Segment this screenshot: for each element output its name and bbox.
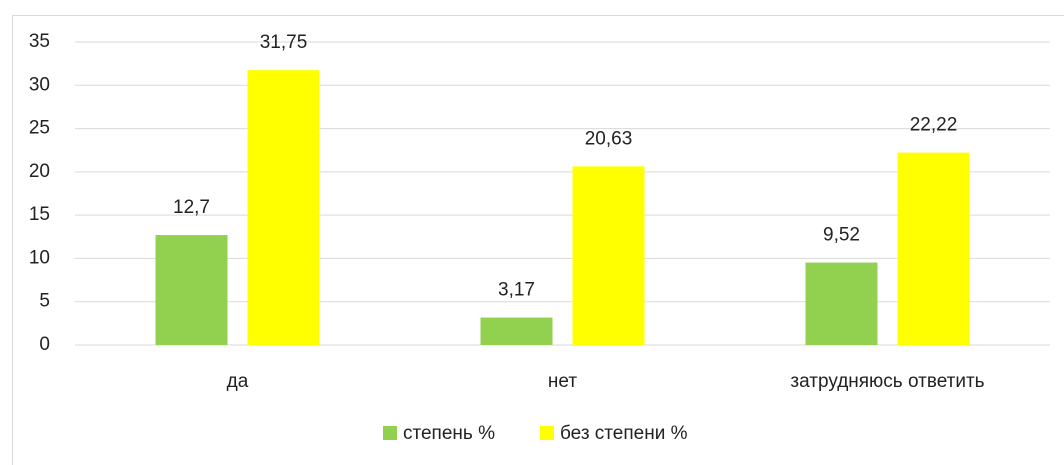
bar [480,317,553,345]
data-label: 12,7 [173,197,210,218]
y-tick-label: 35 [29,31,50,52]
x-tick-label: нет [548,371,577,392]
y-tick-label: 30 [29,74,50,95]
bar [155,235,228,345]
y-tick-label: 0 [39,334,50,355]
data-label: 9,52 [823,225,860,246]
x-tick-label: затрудняюсь ответить [790,371,984,392]
bar [572,166,645,345]
y-tick-label: 25 [29,118,50,139]
y-tick-label: 5 [39,291,50,312]
x-tick-label: да [227,371,249,392]
data-label: 22,22 [910,115,958,136]
legend-label: без степени % [560,423,688,444]
data-label: 31,75 [260,32,308,53]
bar [247,70,320,345]
y-tick-label: 10 [29,247,50,268]
legend-swatch [383,426,397,440]
y-tick-label: 20 [29,161,50,182]
bar [805,262,878,345]
bar [897,152,970,345]
legend-label: степень % [403,423,495,444]
data-label: 20,63 [585,128,633,149]
legend-swatch [540,426,554,440]
y-tick-label: 15 [29,204,50,225]
data-label: 3,17 [498,280,535,301]
